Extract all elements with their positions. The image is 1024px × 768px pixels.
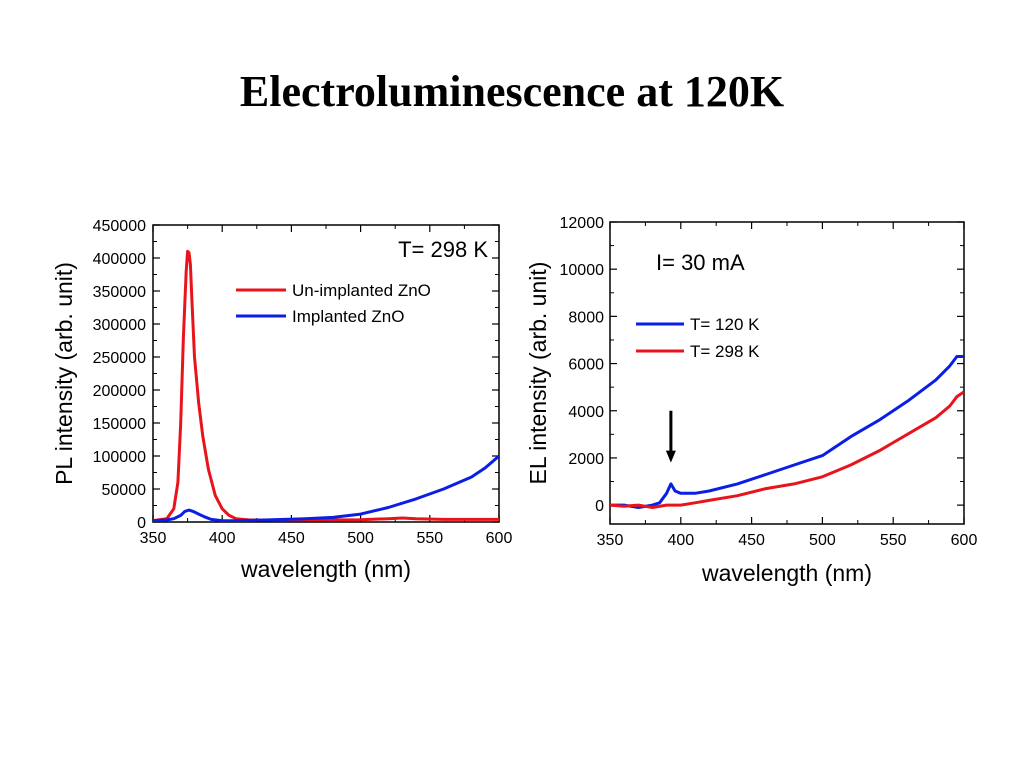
x-tick-label: 600 (486, 530, 513, 547)
y-tick-label: 400000 (93, 251, 146, 268)
y-axis-label: EL intensity (arb. unit) (525, 262, 551, 485)
y-tick-label: 12000 (560, 215, 605, 232)
x-tick-label: 550 (880, 532, 907, 549)
x-tick-label: 350 (597, 532, 624, 549)
x-tick-label: 500 (809, 532, 836, 549)
x-axis-label: wavelength (nm) (240, 556, 411, 582)
x-tick-label: 450 (278, 530, 305, 547)
series-line-2 (153, 454, 499, 522)
chart-1: 350 400 450 500 550 600 0 50000 100000 150000 2000… (51, 218, 512, 582)
legend-entry: Un-implanted ZnO (292, 281, 431, 300)
plot-frame (152, 224, 500, 523)
y-tick-label: 0 (137, 515, 146, 532)
x-tick-label: 400 (667, 532, 694, 549)
y-tick-label: 350000 (93, 284, 146, 301)
y-tick-label: 0 (595, 498, 604, 515)
y-tick-label: 10000 (560, 262, 605, 279)
x-tick-label: 500 (347, 530, 374, 547)
x-tick-label: 600 (951, 532, 978, 549)
chart-annotation: T= 298 K (398, 237, 488, 262)
y-tick-label: 4000 (568, 404, 604, 421)
y-tick-label: 450000 (93, 218, 146, 235)
chart-2: 350 400 450 500 550 6000200040006000800010000… (525, 215, 977, 586)
x-tick-label: 400 (209, 530, 236, 547)
x-tick-label: 450 (738, 532, 765, 549)
y-tick-label: 300000 (93, 317, 146, 334)
y-tick-label: 150000 (93, 416, 146, 433)
y-tick-label: 100000 (93, 449, 146, 466)
series-line-2 (610, 390, 964, 509)
y-tick-label: 200000 (93, 383, 146, 400)
slide-title: Electroluminescence at 120K (239, 67, 785, 116)
x-axis-label: wavelength (nm) (701, 560, 872, 586)
legend-entry: Implanted ZnO (292, 307, 404, 326)
arrow-head (665, 450, 676, 463)
y-tick-label: 6000 (568, 357, 604, 374)
y-tick-label: 8000 (568, 309, 604, 326)
y-tick-label: 2000 (568, 451, 604, 468)
x-tick-label: 350 (140, 530, 167, 547)
y-axis-label: PL intensity (arb. unit) (51, 262, 77, 485)
legend-entry: T= 120 K (690, 315, 760, 334)
y-tick-label: 250000 (93, 350, 146, 367)
legend-entry: T= 298 K (690, 342, 760, 361)
series-line-1 (153, 249, 499, 522)
chart-annotation: I= 30 mA (656, 250, 745, 275)
x-tick-label: 550 (416, 530, 443, 547)
series-line-1 (610, 355, 964, 509)
y-tick-label: 50000 (102, 482, 147, 499)
